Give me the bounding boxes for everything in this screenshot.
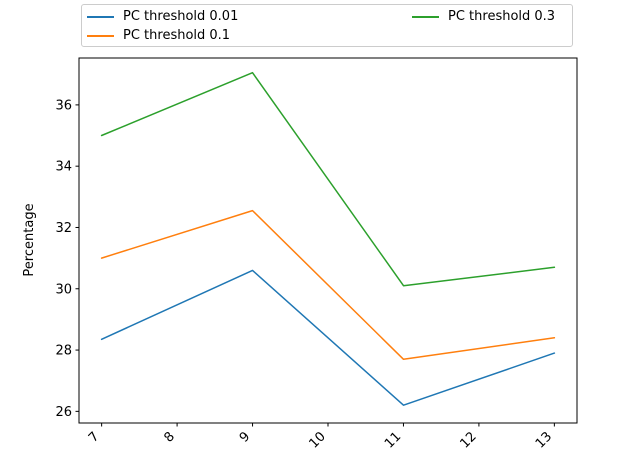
series-lines [100,71,556,406]
x-tick-label: 12 [457,429,479,451]
y-tick-label: 28 [55,344,72,359]
legend-label: PC threshold 0.1 [123,28,231,43]
legend-swatch-icon [87,34,114,37]
legend-swatch-icon [87,15,114,18]
x-tick-label: 11 [382,429,404,451]
series-line-1 [100,209,556,361]
legend: PC threshold 0.01 PC threshold 0.1 PC thre… [81,4,573,47]
legend-label: PC threshold 0.01 [123,9,239,24]
y-tick-label: 36 [55,98,72,113]
legend-item-1: PC threshold 0.1 [87,26,230,45]
x-tick-label: 9 [237,429,253,445]
legend-item-0: PC threshold 0.01 [87,7,238,26]
legend-swatch-icon [412,15,439,18]
plot-border [78,57,578,424]
y-tick-label: 26 [55,405,72,420]
legend-item-2: PC threshold 0.3 [412,7,555,26]
series-line-0 [100,269,556,406]
x-tick-label: 7 [86,429,102,445]
x-tick-label: 10 [307,429,329,451]
y-tick-label: 30 [55,282,72,297]
y-tick-label: 34 [55,160,72,175]
legend-label: PC threshold 0.3 [448,9,556,24]
series-line-2 [100,71,556,287]
y-tick-label: 32 [55,221,72,236]
x-tick-label: 8 [161,429,177,445]
x-tick-label: 13 [533,429,555,451]
y-axis-ticks: 26 28 30 32 34 36 [55,98,79,420]
y-axis-label: Percentage [22,203,37,276]
x-axis-ticks: 7 8 9 10 11 12 13 [86,423,555,452]
